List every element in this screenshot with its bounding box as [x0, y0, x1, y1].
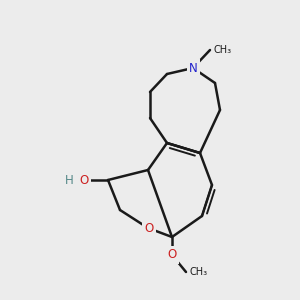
Text: O: O	[144, 221, 154, 235]
Text: O: O	[80, 173, 88, 187]
Text: O: O	[167, 248, 177, 262]
Text: CH₃: CH₃	[190, 267, 208, 277]
Text: N: N	[189, 61, 197, 74]
Text: CH₃: CH₃	[213, 45, 231, 55]
Text: H: H	[64, 173, 74, 187]
